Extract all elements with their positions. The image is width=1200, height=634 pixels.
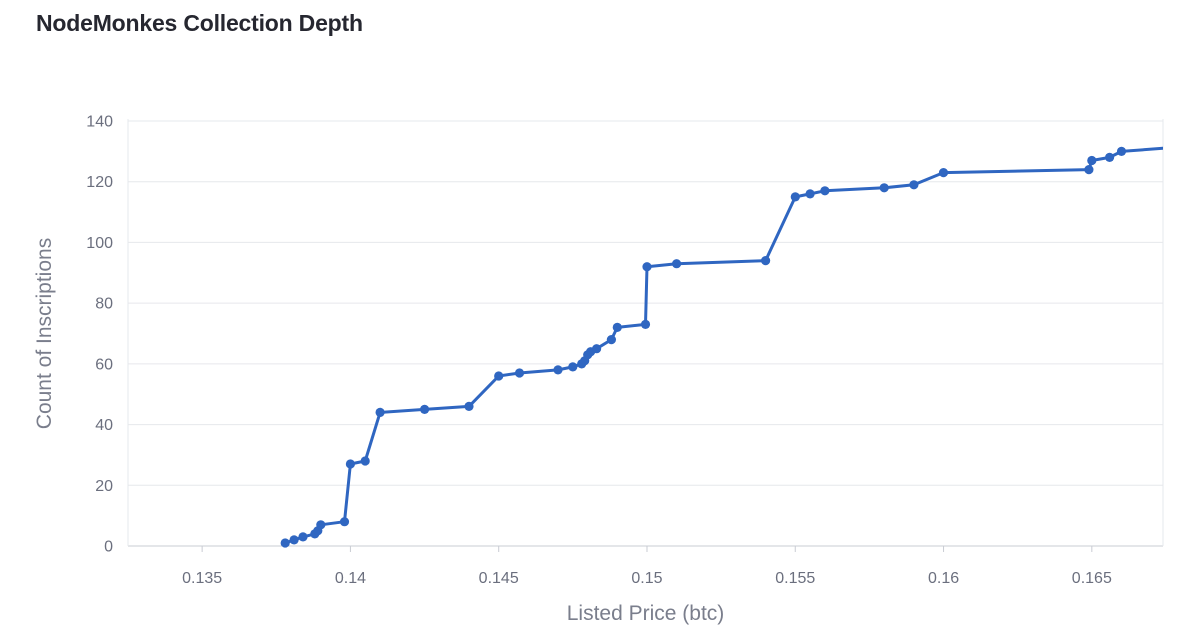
x-tick-label: 0.16 [928,570,959,587]
x-tick-label: 0.15 [631,570,662,587]
data-point[interactable] [592,344,602,354]
data-point[interactable] [420,404,430,414]
x-tick-label: 0.165 [1072,570,1112,587]
y-tick-label: 40 [95,417,113,434]
data-point[interactable] [1084,165,1094,175]
data-points [280,146,1127,548]
data-point[interactable] [938,168,949,178]
data-point[interactable] [1116,146,1127,156]
y-tick-label: 60 [95,356,113,373]
depth-line [283,146,1163,545]
data-point[interactable] [339,517,350,527]
x-tick-label: 0.145 [479,570,519,587]
data-point[interactable] [280,538,290,548]
y-tick-label: 20 [95,478,113,495]
data-point[interactable] [909,180,919,190]
data-point[interactable] [514,368,525,378]
x-axis-title: Listed Price (btc) [567,602,725,625]
data-point[interactable] [1087,155,1097,166]
x-tick-label: 0.14 [335,570,366,587]
chart-title: NodeMonkes Collection Depth [36,10,363,36]
y-tick-label: 120 [86,174,113,191]
x-tick-label: 0.155 [775,570,815,587]
data-point[interactable] [1105,152,1115,162]
y-tick-label: 100 [86,235,113,252]
data-point[interactable] [820,186,830,196]
y-tick-label: 80 [95,296,113,313]
data-point[interactable] [553,365,563,375]
axes [127,119,1164,552]
data-point[interactable] [790,192,800,202]
data-point[interactable] [642,262,652,272]
data-point[interactable] [761,256,771,266]
y-axis-title: Count of Inscriptions [33,238,56,429]
y-tick-label: 140 [86,114,113,131]
data-point[interactable] [345,459,355,469]
data-point[interactable] [316,520,326,530]
tick-labels: 0 20 40 60 80 100 120 140 0.135 0.14 0.145 0.15 0.15… [86,114,1112,588]
data-point[interactable] [289,535,299,545]
data-point[interactable] [879,183,889,193]
data-point[interactable] [640,319,651,329]
grid-lines [128,120,1163,486]
series-line [283,146,1163,545]
data-point[interactable] [568,362,578,372]
y-tick-label: 0 [104,539,113,556]
data-point[interactable] [375,407,385,417]
data-point[interactable] [464,401,474,411]
x-tick-label: 0.135 [182,570,222,587]
data-point[interactable] [612,322,622,332]
data-point[interactable] [298,532,308,542]
data-point[interactable] [360,456,370,466]
data-point[interactable] [805,189,815,199]
data-point[interactable] [494,371,504,381]
data-point[interactable] [606,335,617,345]
data-point[interactable] [672,259,682,269]
